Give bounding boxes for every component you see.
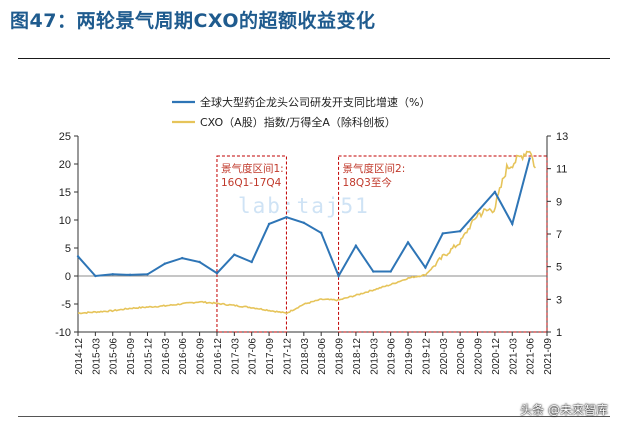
x-tick-label: 2015-06 [109,338,120,375]
left-tick-label: 0 [65,271,71,283]
x-tick-label: 2019-03 [369,338,380,375]
rd-growth-point [406,241,410,244]
x-tick-label: 2019-06 [387,338,398,375]
x-tick-label: 2018-09 [335,338,346,375]
x-tick-label: 2021-03 [508,338,519,375]
rd-growth-point [302,221,306,224]
rd-growth-point [511,222,514,226]
title-rule [18,58,610,59]
left-tick-label: 20 [59,159,71,171]
x-tick-label: 2015-09 [126,338,137,375]
legend-label-rd-growth: 全球大型药企龙头公司研发开支同比增速（%） [200,95,430,109]
faint-watermark: lab:taj51 [238,194,370,218]
rd-growth-point [111,273,114,276]
footer-rule [18,416,610,417]
x-tick-label: 2021-09 [543,338,554,375]
left-tick-label: 10 [59,215,71,227]
annotation-sub-1: 16Q1-17Q4 [221,177,282,189]
annotation-box-2 [338,155,548,333]
left-tick-label: -5 [61,299,71,311]
rd-growth-point [76,255,80,258]
rd-growth-point [354,244,358,247]
x-tick-label: 2021-06 [526,338,537,375]
annotation-label-1: 景气度区间1: [221,162,284,175]
rd-growth-point [493,190,497,194]
rd-growth-point [319,231,323,235]
x-tick-label: 2020-06 [456,338,467,375]
x-tick-label: 2019-09 [404,338,415,375]
x-tick-label: 2019-12 [421,338,432,375]
right-tick-label: 13 [556,131,568,143]
x-tick-label: 2016-12 [213,338,224,375]
rd-growth-point [146,273,149,276]
series-rd-growth-line [77,158,531,279]
source-watermark: 头条 @未来智库 [520,403,608,417]
x-tick-label: 2020-09 [474,338,485,375]
rd-growth-point [181,256,184,260]
rd-growth-point [198,260,201,264]
right-tick-label: 11 [556,164,567,176]
rd-growth-point [128,273,132,277]
x-tick-label: 2015-12 [143,338,154,375]
x-tick-label: 2016-09 [196,338,207,375]
rd-growth-point [285,216,288,219]
rd-growth-point [163,262,167,265]
x-tick-label: 2017-03 [230,338,241,375]
x-tick-label: 2020-03 [439,338,450,375]
annotation-label-2: 景气度区间2: [343,162,406,175]
rd-growth-point [424,266,427,269]
annotation-box-1 [216,155,287,333]
x-tick-label: 2016-06 [178,338,189,375]
left-tick-label: 15 [59,187,71,199]
rd-growth-point [389,270,392,273]
rd-growth-point [215,272,219,275]
x-tick-label: 2017-06 [248,338,259,375]
rd-growth-point [441,232,444,235]
x-tick-label: 2014-12 [74,338,85,375]
rd-growth-point [372,270,375,273]
right-tick-label: 5 [556,262,562,274]
rd-growth-point [94,274,97,278]
x-tick-label: 2015-03 [91,338,102,375]
rd-growth-point [458,230,462,233]
x-tick-label: 2017-09 [265,338,276,375]
left-tick-label: -10 [55,327,71,339]
right-tick-label: 3 [556,294,562,306]
rd-growth-point [267,222,271,226]
x-tick-label: 2016-03 [161,338,172,375]
series-cxo-line [77,150,536,315]
legend-label-cxo: CXO（A股）指数/万得全A（除科创板） [200,115,396,129]
rd-growth-point [528,157,531,160]
figure-title: 图47：两轮景气周期CXO的超额收益变化 [10,10,376,32]
left-tick-label: 25 [59,131,71,143]
left-tick-label: 5 [65,243,71,255]
rd-growth-point [233,253,236,256]
x-tick-label: 2018-12 [352,338,363,375]
x-tick-label: 2017-12 [282,338,293,375]
x-tick-label: 2020-12 [491,338,502,375]
right-tick-label: 7 [556,229,562,241]
rd-growth-point [337,274,340,278]
right-tick-label: 9 [556,196,562,208]
right-tick-label: 1 [556,327,562,339]
x-tick-label: 2018-06 [317,338,328,375]
annotation-sub-2: 18Q3至今 [343,176,393,189]
rd-growth-point [250,260,253,264]
x-tick-label: 2018-03 [300,338,311,375]
